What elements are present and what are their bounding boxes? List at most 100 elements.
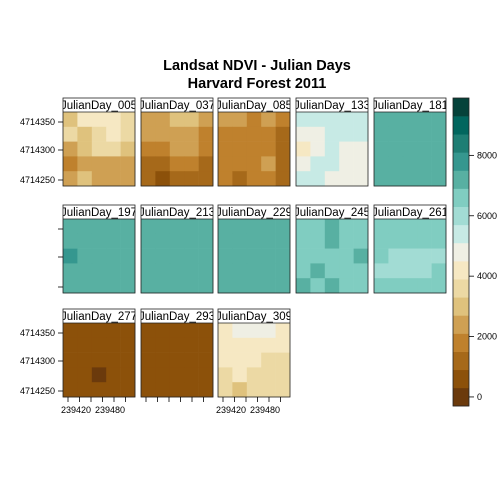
heatmap-cell (402, 171, 418, 187)
panel-julianday-037: JulianDay_037 (139, 97, 215, 187)
heatmap-cell (198, 278, 214, 294)
heatmap-cell (155, 337, 171, 353)
heatmap-cell (106, 112, 121, 128)
heatmap-cell (374, 141, 389, 157)
heatmap-cell (296, 126, 311, 142)
heatmap-cell (232, 248, 248, 264)
heatmap-cell (184, 126, 199, 142)
heatmap-cell (184, 323, 199, 339)
panel-strip-label: JulianDay_197 (61, 207, 137, 219)
heatmap-cell (218, 126, 233, 142)
heatmap-cell (275, 337, 291, 353)
panel-strip (141, 98, 213, 112)
heatmap-cell (169, 141, 185, 157)
heatmap-cell (169, 156, 185, 172)
heatmap-cell (431, 171, 447, 187)
heatmap-cell (246, 233, 262, 249)
heatmap-cell (275, 219, 291, 235)
heatmap-cell (353, 126, 369, 142)
heatmap-cell (275, 248, 291, 264)
heatmap-cell (388, 112, 404, 128)
panel-border (140, 97, 214, 187)
heatmap-cell (261, 248, 276, 264)
colorbar-segment (453, 297, 469, 316)
heatmap-cell (246, 278, 262, 294)
panel-strip (218, 98, 290, 112)
axes-group: 4714350 4714300 4714250 4714350 4714300 47142… (20, 117, 281, 415)
heatmap-cell (246, 367, 262, 383)
heatmap-cell (77, 112, 93, 128)
heatmap-cell (339, 263, 354, 279)
heatmap-cell (141, 382, 156, 398)
colorbar-segment (453, 188, 469, 208)
heatmap-cell (218, 112, 233, 128)
heatmap-cell (310, 112, 326, 128)
heatmap-cell (120, 171, 136, 187)
heatmap-cell (184, 219, 199, 235)
heatmap-cell (275, 263, 291, 279)
heatmap-cell (218, 263, 233, 279)
heatmap-cell (402, 263, 418, 279)
heatmap-cell (218, 171, 233, 187)
heatmap-cell (275, 382, 291, 398)
heatmap-cell (246, 126, 262, 142)
heatmap-cell (353, 233, 369, 249)
heatmap-cell (106, 248, 121, 264)
panel-strip-label: JulianDay_085 (216, 100, 292, 112)
heatmap-cell (120, 367, 136, 383)
heatmap-cell (402, 248, 418, 264)
heatmap-cell (106, 382, 121, 398)
heatmap-cell (169, 263, 185, 279)
heatmap-cell (91, 219, 107, 235)
heatmap-cell (296, 112, 311, 128)
heatmap-cell (402, 219, 418, 235)
heatmap-cell (120, 323, 136, 339)
x-tick-label: 239480 (250, 405, 280, 415)
heatmap-cell (402, 126, 418, 142)
colorbar-segment (453, 351, 469, 371)
panel-strip (218, 205, 290, 219)
heatmap-cell (324, 219, 340, 235)
heatmap-cell (431, 263, 447, 279)
heatmap-cell (120, 278, 136, 294)
heatmap-cell (77, 156, 93, 172)
heatmap-cell (417, 219, 432, 235)
heatmap-cell (417, 156, 432, 172)
heatmap-cell (374, 248, 389, 264)
heatmap-cell (106, 367, 121, 383)
heatmap-cell (198, 171, 214, 187)
heatmap-cell (77, 126, 93, 142)
panel-border (373, 204, 447, 294)
heatmap-cell (431, 156, 447, 172)
panel-strip-label: JulianDay_037 (139, 100, 215, 112)
heatmap-cell (374, 112, 389, 128)
heatmap-cell (431, 112, 447, 128)
heatmap-cell (296, 233, 311, 249)
heatmap-cell (353, 248, 369, 264)
heatmap-cell (374, 156, 389, 172)
heatmap-cell (218, 156, 233, 172)
heatmap-cell (91, 367, 107, 383)
heatmap-cell (77, 352, 93, 368)
heatmap-cell (417, 233, 432, 249)
heatmap-cell (232, 382, 248, 398)
heatmap-cell (120, 156, 136, 172)
heatmap-cell (91, 156, 107, 172)
heatmap-cell (261, 367, 276, 383)
heatmap-cell (417, 278, 432, 294)
heatmap-cell (261, 171, 276, 187)
heatmap-cell (184, 233, 199, 249)
heatmap-cell (77, 367, 93, 383)
heatmap-cell (91, 382, 107, 398)
heatmap-cell (261, 156, 276, 172)
heatmap-cell (246, 263, 262, 279)
heatmap-cell (275, 323, 291, 339)
heatmap-cell (77, 382, 93, 398)
heatmap-cell (184, 141, 199, 157)
heatmap-cell (339, 171, 354, 187)
heatmap-cell (261, 112, 276, 128)
heatmap-cell (77, 337, 93, 353)
heatmap-cell (246, 112, 262, 128)
panel-julianday-229: JulianDay_229 (217, 204, 291, 294)
